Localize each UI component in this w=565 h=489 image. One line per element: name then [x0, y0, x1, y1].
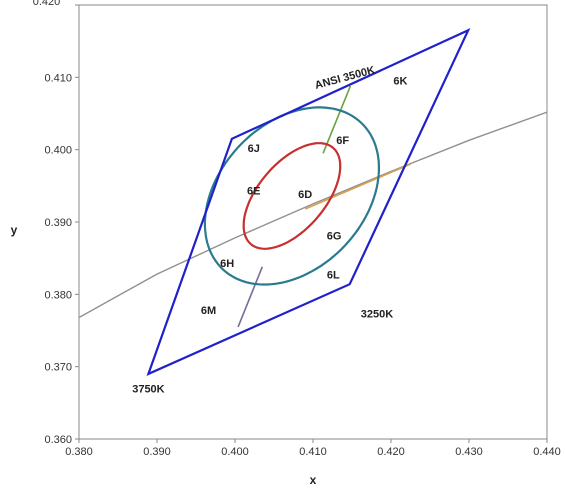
annotation-label: 6G [327, 230, 342, 242]
x-tick-label: 0.400 [221, 446, 249, 458]
plot-layer [79, 28, 547, 376]
y-axis-title: y [11, 223, 18, 237]
y-tick-label: 0.370 [44, 362, 72, 374]
ansi-quadrangle [146, 28, 471, 376]
inner-ellipse [242, 142, 342, 250]
y-tick-label: 0.410 [44, 72, 72, 84]
x-tick-label: 0.440 [533, 446, 561, 458]
annotation-label: 6H [220, 258, 234, 270]
isotherm-3500k-lower [237, 266, 264, 328]
x-tick-label: 0.430 [455, 446, 483, 458]
annotation-label: 3750K [132, 384, 164, 396]
annotation-label: 0.420 [33, 0, 61, 8]
blackbody-inside-segment [304, 163, 411, 210]
x-axis-title: x [310, 473, 317, 487]
x-tick-label: 0.420 [377, 446, 405, 458]
annotation-label: 6F [336, 135, 349, 147]
annotation-label: 6D [298, 189, 312, 201]
blackbody-locus-line [79, 111, 547, 319]
y-tick-label: 0.400 [44, 145, 72, 157]
isotherm-3500k-upper [322, 85, 352, 154]
annotation-label: 6M [201, 305, 216, 317]
annotation-label: 6J [248, 143, 260, 155]
annotation-label: 3250K [361, 308, 393, 320]
x-tick-label: 0.380 [65, 446, 93, 458]
y-tick-label: 0.380 [44, 289, 72, 301]
annotation-label: 6L [327, 269, 340, 281]
x-tick-label: 0.390 [143, 446, 171, 458]
annotation-label: 6E [247, 186, 260, 198]
axes-layer: 0.380 0.390 0.400 0.410 0.420 0.430 0.440 0.360… [44, 4, 561, 458]
y-tick-label: 0.390 [44, 217, 72, 229]
x-tick-label: 0.410 [299, 446, 327, 458]
y-tick-label: 0.360 [44, 434, 72, 446]
annotation-label: 6K [393, 76, 407, 88]
